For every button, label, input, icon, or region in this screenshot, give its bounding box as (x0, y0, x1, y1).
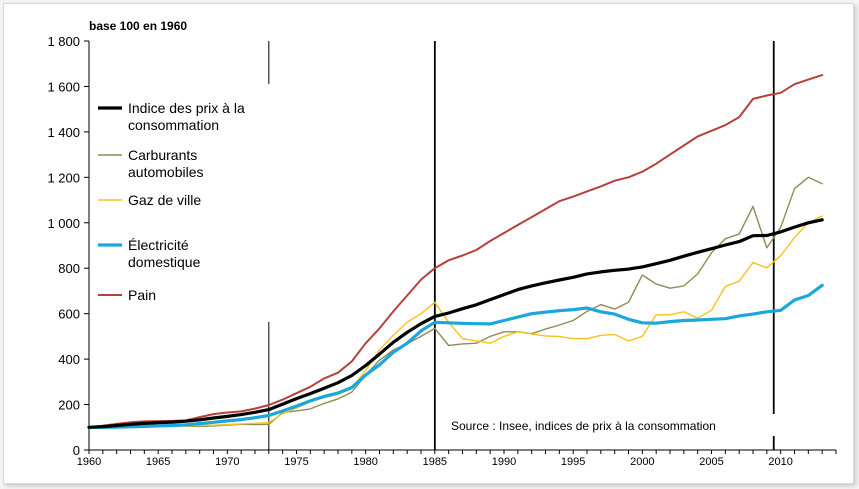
y-tick-label: 600 (58, 307, 80, 322)
legend-label: Gaz de ville (128, 192, 201, 208)
y-tick-label: 400 (58, 352, 80, 367)
y-tick-label: 800 (58, 261, 80, 276)
y-tick-label: 1 800 (47, 34, 80, 49)
y-tick-label: 1 000 (47, 216, 80, 231)
legend-label: Carburants automobiles (128, 147, 204, 180)
x-tick-label: 1960 (77, 456, 101, 468)
legend-label: Indice des prix à la consommation (128, 100, 245, 133)
x-tick-label: 1985 (423, 456, 447, 468)
legend-label: Électricité domestique (128, 237, 201, 270)
x-tick-label: 1990 (492, 456, 516, 468)
x-tick-label: 1965 (146, 456, 170, 468)
x-tick-label: 1995 (561, 456, 585, 468)
x-tick-label: 1980 (353, 456, 377, 468)
x-tick-label: 2000 (630, 456, 654, 468)
source-box (444, 414, 782, 436)
series-line (87, 283, 824, 429)
series-line (88, 215, 823, 428)
y-tick-label: 0 (73, 443, 80, 458)
x-tick-label: 2010 (768, 456, 792, 468)
series-line (88, 74, 824, 429)
x-tick-label: 1975 (284, 456, 308, 468)
series-line (88, 176, 823, 428)
legend-box (93, 84, 271, 322)
source-note: Source : Insee, indices de prix à la con… (451, 419, 716, 433)
y-tick-label: 1 200 (47, 170, 80, 185)
legend-label: Pain (128, 287, 156, 303)
y-tick-label: 200 (58, 398, 80, 413)
x-tick-label: 2005 (699, 456, 723, 468)
y-tick-label: 1 600 (47, 79, 80, 94)
chart-subtitle: base 100 en 1960 (89, 19, 187, 33)
y-tick-label: 1 400 (47, 125, 80, 140)
series-line (87, 218, 824, 429)
x-tick-label: 1970 (215, 456, 239, 468)
